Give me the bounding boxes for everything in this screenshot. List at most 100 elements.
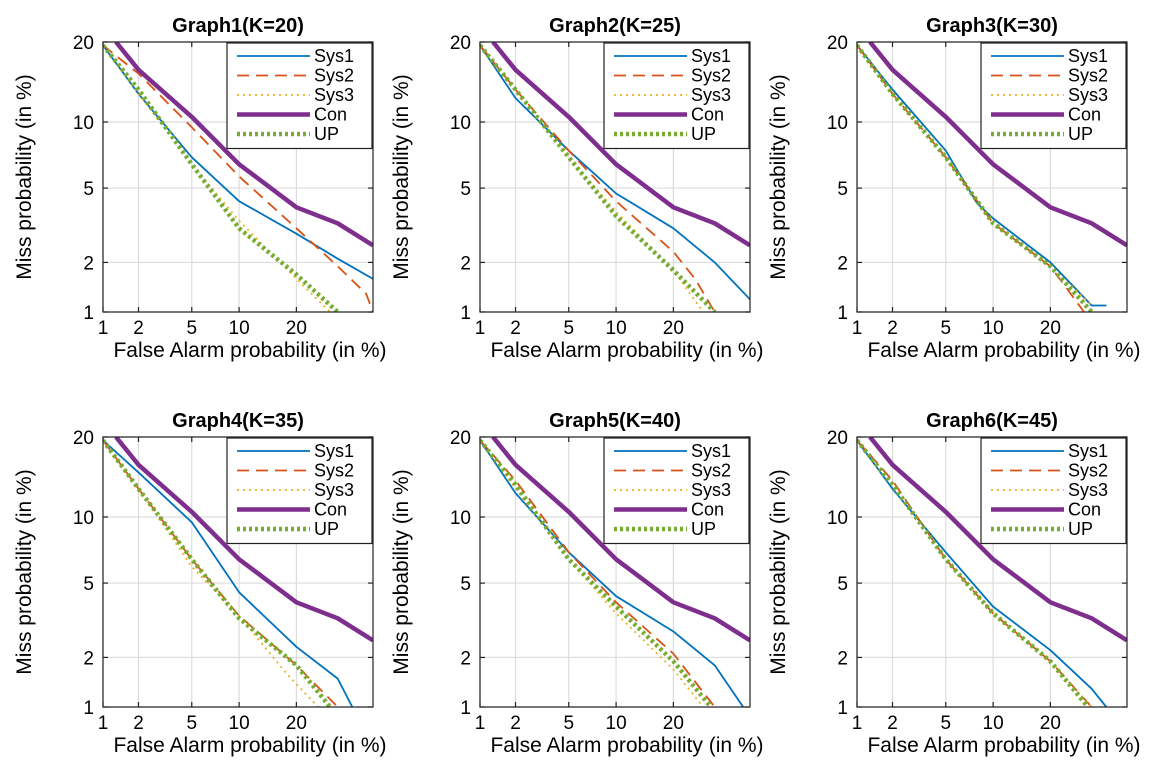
chart-panel-1: 1 2 5 10 20 1 2 5 10 20 Graph1(K=20) False Alarm pr… xyxy=(13,15,387,362)
legend-label-sys1: Sys1 xyxy=(691,46,731,66)
legend-label-con: Con xyxy=(1068,500,1101,520)
x-tick-label: 5 xyxy=(940,318,951,339)
y-tick-label: 5 xyxy=(83,574,94,595)
y-tick-label: 5 xyxy=(460,574,471,595)
y-tick-label: 10 xyxy=(450,508,471,529)
x-tick-label: 5 xyxy=(563,713,574,734)
legend-label-up: UP xyxy=(314,124,339,144)
y-tick-label: 20 xyxy=(450,428,471,449)
chart-title: Graph5(K=40) xyxy=(549,410,681,432)
series-line-up xyxy=(103,43,340,312)
x-axis-label: False Alarm probability (in %) xyxy=(490,339,763,362)
y-tick-label: 1 xyxy=(460,698,471,719)
y-tick-label: 20 xyxy=(450,33,471,54)
legend-label-sys1: Sys1 xyxy=(314,441,354,461)
x-tick-label: 20 xyxy=(1040,713,1061,734)
x-tick-label: 20 xyxy=(663,318,684,339)
y-tick-label: 20 xyxy=(827,33,848,54)
legend-label-con: Con xyxy=(691,105,724,125)
legend-label-sys2: Sys2 xyxy=(1068,461,1108,481)
x-tick-label: 1 xyxy=(475,318,486,339)
legend-label-sys3: Sys3 xyxy=(691,85,731,105)
legend-label-sys1: Sys1 xyxy=(1068,441,1108,461)
chart-title: Graph3(K=30) xyxy=(926,15,1058,37)
x-axis-label: False Alarm probability (in %) xyxy=(113,734,386,757)
axes-box xyxy=(479,436,751,708)
axes-box xyxy=(102,436,374,708)
series-line-sys1 xyxy=(103,439,354,707)
x-tick-label: 20 xyxy=(1040,318,1061,339)
legend-label-sys3: Sys3 xyxy=(314,480,354,500)
series-line-con xyxy=(868,42,1127,248)
y-axis-label: Miss probability (in %) xyxy=(767,74,790,279)
x-tick-label: 1 xyxy=(98,318,109,339)
x-axis-label: False Alarm probability (in %) xyxy=(867,734,1140,757)
legend-label-sys3: Sys3 xyxy=(1068,85,1108,105)
y-tick-label: 1 xyxy=(837,698,848,719)
x-tick-label: 10 xyxy=(229,318,250,339)
legend-label-up: UP xyxy=(691,124,716,144)
x-tick-label: 5 xyxy=(940,713,951,734)
legend-label-up: UP xyxy=(1068,519,1093,539)
y-tick-label: 20 xyxy=(73,428,94,449)
axes-box xyxy=(102,41,374,313)
y-tick-label: 10 xyxy=(73,508,94,529)
legend-label-sys1: Sys1 xyxy=(691,441,731,461)
series-line-con xyxy=(114,437,373,643)
x-tick-label: 2 xyxy=(887,713,898,734)
axes-box xyxy=(856,436,1128,708)
legend-label-sys2: Sys2 xyxy=(691,461,731,481)
y-tick-label: 20 xyxy=(73,33,94,54)
x-tick-label: 5 xyxy=(186,318,197,339)
y-tick-label: 5 xyxy=(83,179,94,200)
legend-label-up: UP xyxy=(1068,124,1093,144)
series-line-up xyxy=(480,438,713,707)
x-tick-label: 1 xyxy=(475,713,486,734)
legend-label-sys2: Sys2 xyxy=(314,461,354,481)
y-tick-label: 10 xyxy=(827,113,848,134)
y-tick-label: 5 xyxy=(837,179,848,200)
chart-panel-4: 1 2 5 10 20 1 2 5 10 20 Graph4(K=35) False Alarm pr… xyxy=(13,410,387,757)
y-tick-label: 1 xyxy=(460,303,471,324)
x-tick-label: 10 xyxy=(229,713,250,734)
y-axis-label: Miss probability (in %) xyxy=(390,74,413,279)
legend-label-sys2: Sys2 xyxy=(691,66,731,86)
legend-label-sys1: Sys1 xyxy=(314,46,354,66)
y-tick-label: 10 xyxy=(73,113,94,134)
series-line-sys2 xyxy=(103,44,373,312)
series-line-sys1 xyxy=(480,44,750,301)
legend-label-con: Con xyxy=(314,500,347,520)
chart-title: Graph6(K=45) xyxy=(926,410,1058,432)
legend-box xyxy=(603,42,750,150)
x-axis-label: False Alarm probability (in %) xyxy=(490,734,763,757)
y-axis-label: Miss probability (in %) xyxy=(767,469,790,674)
x-tick-label: 2 xyxy=(887,318,898,339)
legend-label-up: UP xyxy=(314,519,339,539)
y-tick-label: 2 xyxy=(837,253,848,274)
legend-label-sys3: Sys3 xyxy=(691,480,731,500)
series-line-up xyxy=(103,438,332,707)
chart-title: Graph4(K=35) xyxy=(172,410,304,432)
x-tick-label: 5 xyxy=(186,713,197,734)
chart-panel-5: 1 2 5 10 20 1 2 5 10 20 Graph5(K=40) False Alarm pr… xyxy=(390,410,764,757)
legend-label-up: UP xyxy=(691,519,716,539)
legend-box xyxy=(980,437,1127,545)
series-line-sys2 xyxy=(857,44,1085,312)
series-line-up xyxy=(480,43,717,312)
y-tick-label: 2 xyxy=(837,648,848,669)
series-line-sys1 xyxy=(480,439,744,707)
y-tick-label: 20 xyxy=(827,428,848,449)
x-axis-label: False Alarm probability (in %) xyxy=(113,339,386,362)
legend-label-sys2: Sys2 xyxy=(1068,66,1108,86)
legend-label-sys2: Sys2 xyxy=(314,66,354,86)
legend-box xyxy=(226,437,373,545)
y-tick-label: 5 xyxy=(460,179,471,200)
series-line-con xyxy=(114,42,373,248)
y-tick-label: 2 xyxy=(83,253,94,274)
